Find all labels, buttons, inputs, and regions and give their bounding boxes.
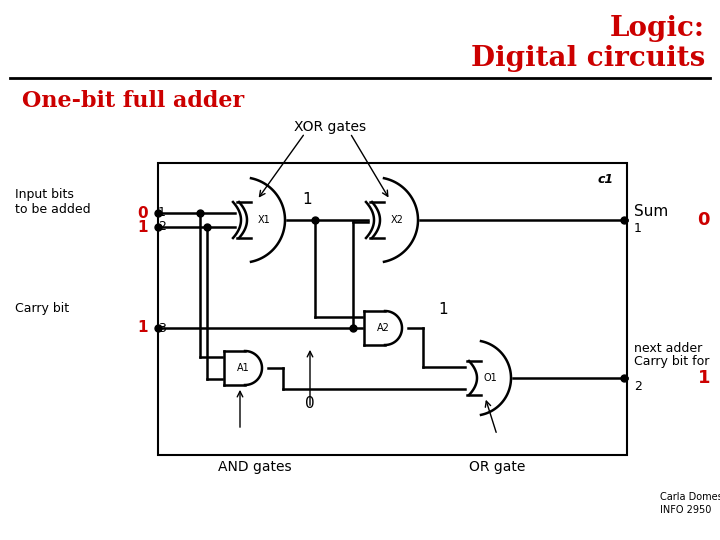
Text: A2: A2 [377,323,390,333]
Text: One-bit full adder: One-bit full adder [22,90,244,112]
Text: 2: 2 [158,220,166,233]
Text: 0: 0 [305,395,315,410]
Text: c1: c1 [598,173,614,186]
Text: A1: A1 [237,363,249,373]
Text: X2: X2 [390,215,403,225]
Text: Digital circuits: Digital circuits [471,45,705,72]
Text: AND gates: AND gates [218,460,292,474]
Text: Logic:: Logic: [610,15,705,42]
Text: X1: X1 [258,215,271,225]
Text: 3: 3 [158,321,166,334]
Text: 1: 1 [138,321,148,335]
Text: Carla Domes: Carla Domes [660,492,720,502]
Text: Carry bit: Carry bit [15,302,69,315]
Text: 1: 1 [138,219,148,234]
Bar [158,163,627,455]
Text: Carry bit for: Carry bit for [634,355,709,368]
Text: OR gate: OR gate [469,460,525,474]
Text: 2: 2 [634,380,642,393]
Text: 0: 0 [698,211,710,229]
Text: Input bits: Input bits [15,188,74,201]
Text: Sum: Sum [634,205,668,219]
Text: 1: 1 [158,206,166,219]
Text: 1: 1 [698,369,710,387]
Text: 1: 1 [634,221,642,234]
Text: to be added: to be added [15,203,91,216]
Text: 1: 1 [438,302,448,318]
Text: XOR gates: XOR gates [294,120,366,134]
Text: 0: 0 [138,206,148,220]
Text: 1: 1 [302,192,312,207]
Text: INFO 2950: INFO 2950 [660,505,711,515]
Text: O1: O1 [483,373,497,383]
Text: next adder: next adder [634,341,702,354]
